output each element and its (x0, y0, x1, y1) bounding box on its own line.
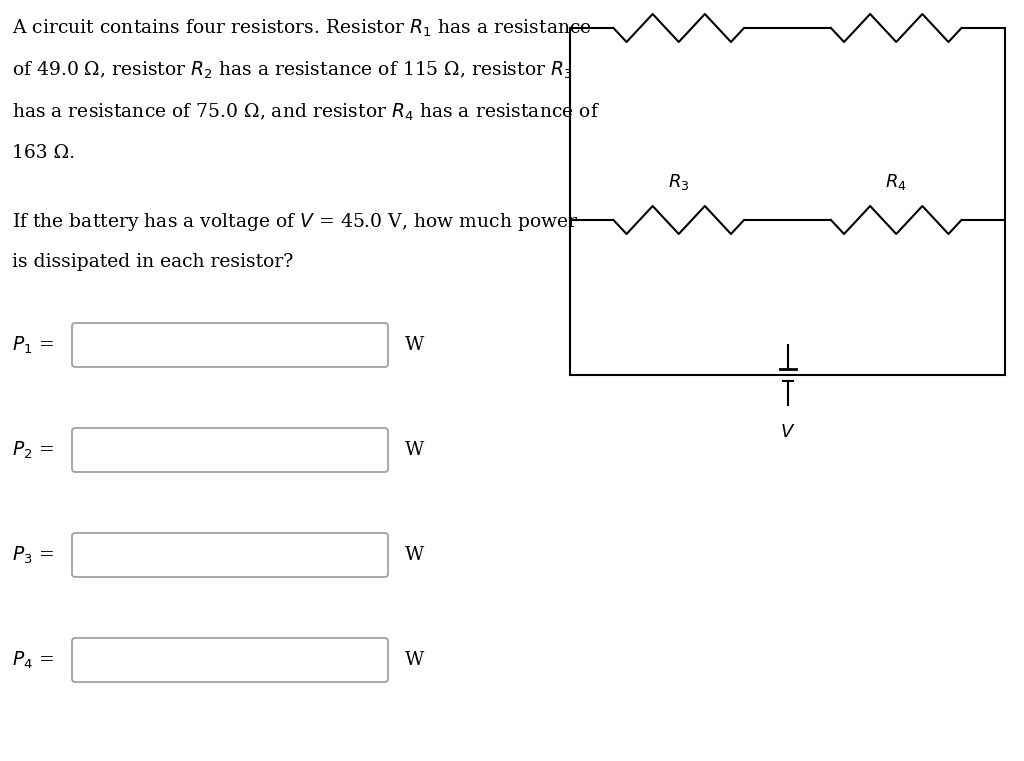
Text: $P_4$ =: $P_4$ = (12, 649, 54, 670)
Text: A circuit contains four resistors. Resistor $R_1$ has a resistance: A circuit contains four resistors. Resis… (12, 18, 592, 40)
Text: $V$: $V$ (780, 423, 796, 441)
Text: has a resistance of 75.0 Ω, and resistor $R_4$ has a resistance of: has a resistance of 75.0 Ω, and resistor… (12, 102, 600, 123)
Text: $P_1$ =: $P_1$ = (12, 334, 54, 355)
FancyBboxPatch shape (72, 428, 388, 472)
Text: W: W (406, 651, 424, 669)
Text: of 49.0 Ω, resistor $R_2$ has a resistance of 115 Ω, resistor $R_3$: of 49.0 Ω, resistor $R_2$ has a resistan… (12, 60, 572, 81)
Text: is dissipated in each resistor?: is dissipated in each resistor? (12, 253, 293, 271)
Text: 163 Ω.: 163 Ω. (12, 144, 75, 162)
Text: W: W (406, 546, 424, 564)
Text: $R_3$: $R_3$ (668, 172, 689, 192)
Text: $P_3$ =: $P_3$ = (12, 544, 54, 565)
Text: W: W (406, 441, 424, 459)
Text: $R_4$: $R_4$ (886, 172, 907, 192)
Text: $P_2$ =: $P_2$ = (12, 439, 54, 460)
FancyBboxPatch shape (72, 323, 388, 367)
Text: If the battery has a voltage of $V$ = 45.0 V, how much power: If the battery has a voltage of $V$ = 45… (12, 211, 579, 233)
FancyBboxPatch shape (72, 533, 388, 577)
FancyBboxPatch shape (72, 638, 388, 682)
Text: W: W (406, 336, 424, 354)
